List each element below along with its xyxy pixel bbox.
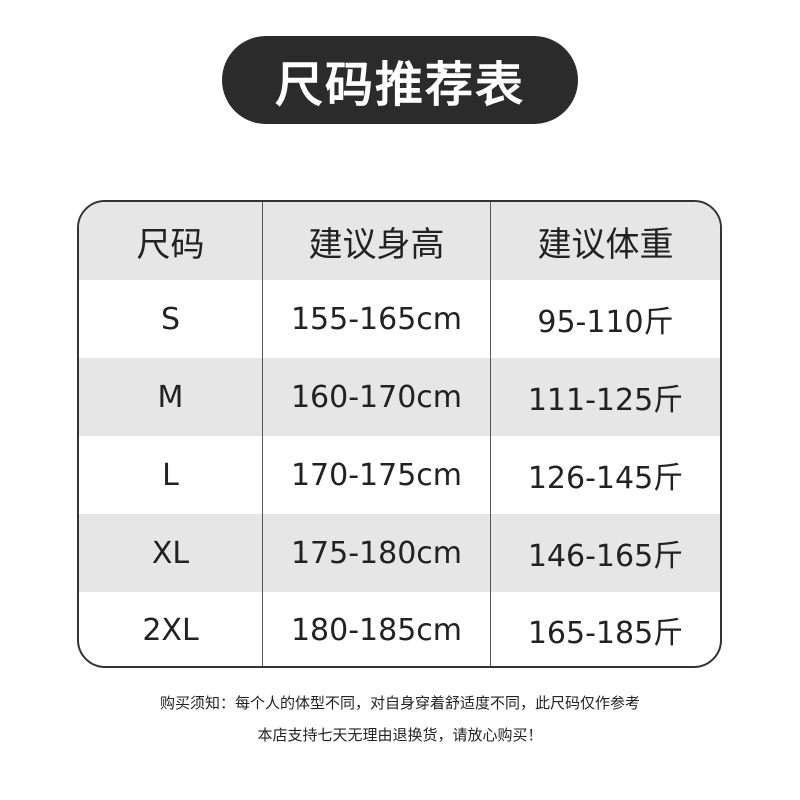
table-row: M 160-170cm 111-125斤 [79,358,720,436]
page-title: 尺码推荐表 [222,36,578,124]
height-cell: 170-175cm [263,436,491,514]
size-cell: L [79,436,263,514]
height-cell: 160-170cm [263,358,491,436]
header-size: 尺码 [79,202,263,280]
weight-cell: 95-110斤 [537,305,674,340]
size-cell: S [79,280,263,358]
height-cell: 180-185cm [263,592,491,666]
size-cell: M [79,358,263,436]
height-cell: 175-180cm [263,514,491,592]
height-cell: 155-165cm [263,280,491,358]
header-weight: 建议体重 [537,224,674,265]
table-row: 2XL 180-185cm 165-185斤 [79,592,720,666]
weight-cell: 126-145斤 [527,461,684,496]
table-row: S 155-165cm 95-110斤 [79,280,720,358]
size-cell: XL [79,514,263,592]
weight-cell: 146-165斤 [527,539,684,574]
weight-cell: 165-185斤 [527,616,684,651]
weight-cell: 111-125斤 [527,383,684,418]
table-row: L 170-175cm 126-145斤 [79,436,720,514]
size-cell: 2XL [79,592,263,666]
return-policy-note: 本店支持七天无理由退换货，请放心购买！ [257,726,543,744]
table-header: 尺码 建议身高 建议体重 [79,202,720,280]
purchase-note: 购买须知：每个人的体型不同，对自身穿着舒适度不同，此尺码仅作参考 [159,694,640,712]
header-height: 建议身高 [263,202,491,280]
size-table: 尺码 建议身高 建议体重 S 155-165cm 95-110斤 M 160-170cm… [77,200,722,668]
table-row: XL 175-180cm 146-165斤 [79,514,720,592]
